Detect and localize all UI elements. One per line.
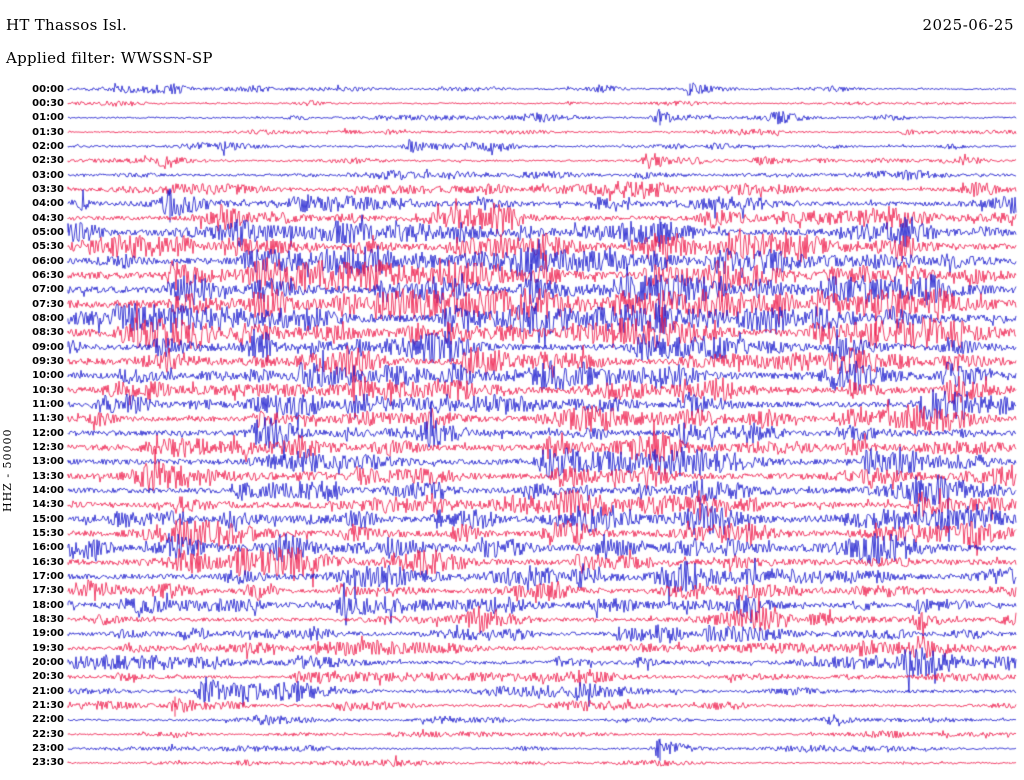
helicorder-plot: [0, 0, 1024, 780]
